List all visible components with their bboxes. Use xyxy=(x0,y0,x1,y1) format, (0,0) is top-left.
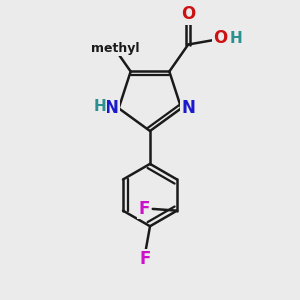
Text: O: O xyxy=(181,5,195,23)
Text: N: N xyxy=(105,99,119,117)
Text: H: H xyxy=(93,99,106,114)
Text: F: F xyxy=(138,200,150,218)
Text: N: N xyxy=(181,99,195,117)
Text: F: F xyxy=(140,250,152,268)
Text: methyl: methyl xyxy=(91,42,139,55)
Text: O: O xyxy=(214,29,228,47)
Text: H: H xyxy=(230,31,243,46)
